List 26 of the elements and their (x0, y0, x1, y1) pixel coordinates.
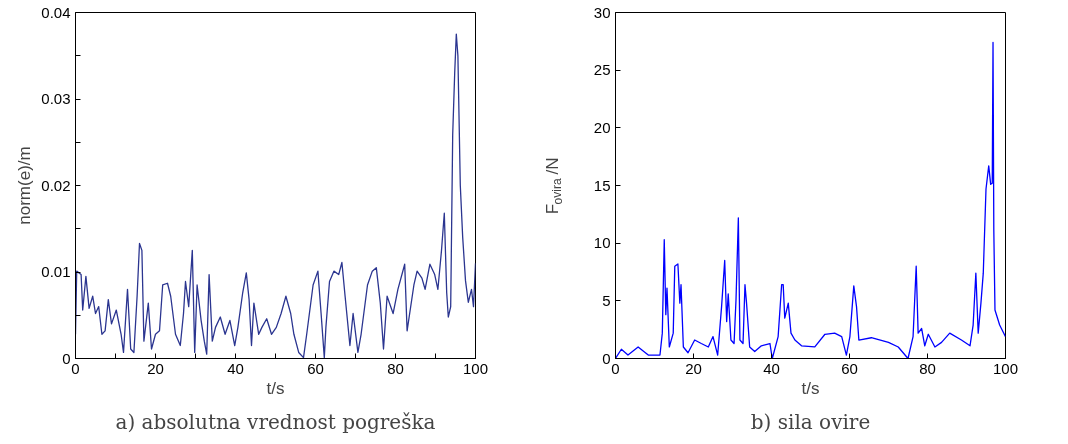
y-tick-label: 0.04 (41, 3, 71, 21)
text: a) absolutna vrednost pogreška (115, 409, 436, 434)
x-tick-label: 100 (462, 359, 489, 377)
text: b) sila ovire (750, 409, 871, 434)
y-tick-label: 0.03 (41, 90, 71, 107)
y-tick-label: 25 (593, 61, 611, 79)
x-tick-label: 80 (387, 359, 404, 377)
x-tick-label: 60 (307, 359, 324, 377)
x-tick-label: 80 (919, 359, 936, 377)
x-axis-title: t/s (801, 378, 820, 398)
y-axis-title: Fovira/N (543, 157, 565, 215)
y-axis-title: norm(e)/m (15, 146, 35, 225)
x-tick-label: 100 (992, 359, 1019, 377)
x-tick-label: 40 (227, 359, 244, 377)
y-tick-label: 0.02 (41, 176, 71, 194)
y-tick-label: 10 (593, 234, 611, 252)
x-tick-label: 40 (763, 359, 780, 377)
x-tick-label: 60 (841, 359, 858, 377)
x-axis-title: t/s (266, 378, 285, 398)
y-tick-label: 30 (593, 3, 611, 21)
x-tick-label: 20 (147, 359, 164, 377)
y-tick-label: 20 (593, 118, 611, 136)
y-tick-label: 15 (593, 176, 611, 194)
y-tick-label: 5 (602, 291, 611, 309)
y-tick-label: 0.01 (41, 263, 71, 280)
x-tick-label: 20 (685, 359, 702, 377)
